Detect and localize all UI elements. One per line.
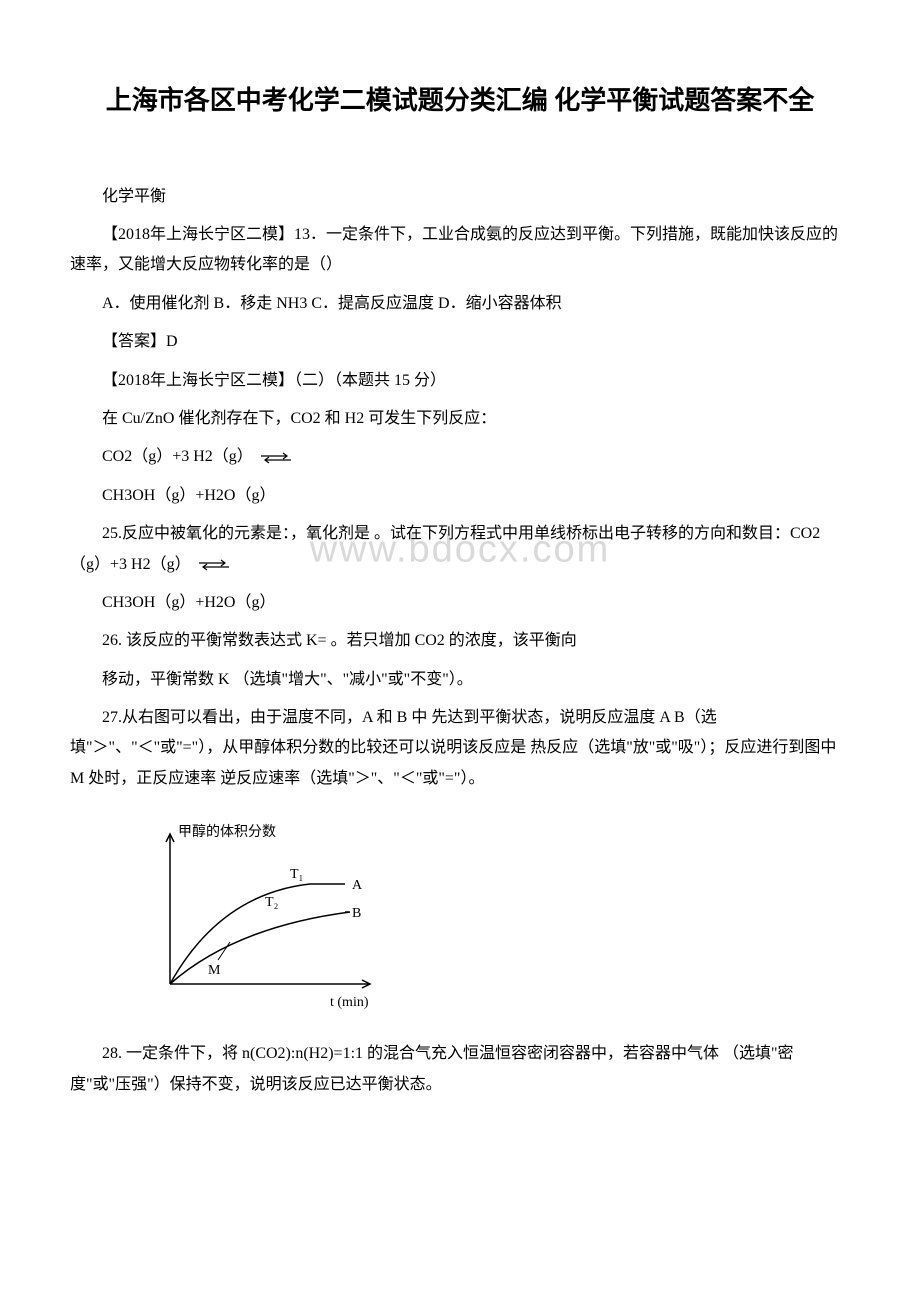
- eq-text-1: CO2（g）+3 H2（g）: [102, 448, 253, 465]
- svg-text:T₁: T₁: [290, 867, 303, 882]
- q25: 25.反应中被氧化的元素是：，氧化剂是 。试在下列方程式中用单线桥标出电子转移的…: [70, 519, 850, 580]
- equilibrium-arrow-icon: [261, 452, 291, 464]
- q25-eq2: CH3OH（g）+H2O（g）: [70, 588, 850, 618]
- equation-line2: CH3OH（g）+H2O（g）: [70, 481, 850, 511]
- q25-text: 25.反应中被氧化的元素是：，氧化剂是 。试在下列方程式中用单线桥标出电子转移的…: [70, 525, 820, 572]
- svg-text:M: M: [208, 963, 221, 978]
- svg-text:B: B: [352, 906, 361, 921]
- q13-answer: 【答案】D: [70, 327, 850, 357]
- q13-options: A．使用催化剂 B．移走 NH3 C．提高反应温度 D．缩小容器体积: [70, 289, 850, 319]
- q-part2-header: 【2018年上海长宁区二模】（二）（本题共 15 分）: [70, 366, 850, 396]
- methanol-fraction-chart: 甲醇的体积分数 t (min) A T₁ B T₂ M: [130, 814, 850, 1019]
- q26: 26. 该反应的平衡常数表达式 K= 。若只增加 CO2 的浓度，该平衡向: [70, 626, 850, 656]
- section-header: 化学平衡: [70, 182, 850, 212]
- svg-text:T₂: T₂: [265, 895, 279, 910]
- equilibrium-arrow-icon: [199, 559, 229, 571]
- q-part2-context: 在 Cu/ZnO 催化剂存在下，CO2 和 H2 可发生下列反应：: [70, 404, 850, 434]
- svg-text:甲醇的体积分数: 甲醇的体积分数: [178, 823, 276, 840]
- equation-line1: CO2（g）+3 H2（g）: [70, 442, 850, 472]
- q13-intro: 【2018年上海长宁区二模】13．一定条件下，工业合成氨的反应达到平衡。下列措施…: [70, 220, 850, 281]
- svg-text:A: A: [352, 878, 363, 893]
- page-title: 上海市各区中考化学二模试题分类汇编 化学平衡试题答案不全: [70, 80, 850, 122]
- q26-cont: 移动，平衡常数 K （选填"增大"、"减小"或"不变"）。: [70, 665, 850, 695]
- chart-svg: 甲醇的体积分数 t (min) A T₁ B T₂ M: [130, 814, 410, 1014]
- q27: 27.从右图可以看出，由于温度不同，A 和 B 中 先达到平衡状态，说明反应温度…: [70, 703, 850, 794]
- q28: 28. 一定条件下，将 n(CO2):n(H2)=1:1 的混合气充入恒温恒容密…: [70, 1039, 850, 1100]
- svg-text:t (min): t (min): [330, 995, 369, 1010]
